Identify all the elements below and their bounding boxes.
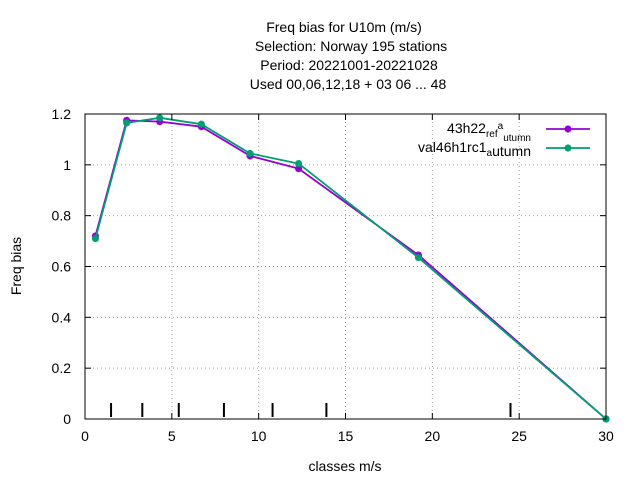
series-2-line (94, 116, 607, 420)
title-line-3: Period: 20221001-20221028 (260, 57, 438, 73)
series-2-point (414, 254, 422, 262)
legend-label-series-2-part-c: a (487, 148, 493, 159)
marker-d2 (198, 120, 205, 128)
class-marks (110, 403, 512, 417)
chart-title: Freq bias for U10m (m/s) Selection: Norw… (250, 19, 447, 92)
grid (85, 114, 606, 419)
y-tick-label: 0.4 (52, 309, 72, 325)
series-2-point (197, 120, 205, 128)
legend-label-series-2-part-a: val46h1rc1 (418, 139, 487, 155)
y-tick-label: 1.2 (52, 106, 72, 122)
series-2 (91, 114, 610, 423)
series-layer (91, 114, 610, 423)
x-tick-label: 5 (168, 428, 176, 444)
series-2-point (295, 160, 303, 168)
marker-d2 (564, 125, 572, 133)
marker-d2 (92, 235, 99, 242)
y-tick-label: 0.8 (52, 208, 72, 224)
legend-label-series-2-part-d: utumn (492, 143, 531, 159)
legend-label-series-1-part-c: a (498, 121, 504, 132)
x-tick-label: 15 (338, 428, 354, 444)
legend-swatches (546, 125, 590, 152)
x-tick-label: 25 (511, 428, 527, 444)
y-tick-label: 0 (63, 411, 71, 427)
series-1 (91, 116, 610, 423)
legend-swatch-marker-2 (564, 144, 572, 152)
x-tick-label: 30 (598, 428, 614, 444)
x-tick-label: 10 (251, 428, 267, 444)
x-tick-label: 0 (81, 428, 89, 444)
marker-d2 (246, 150, 254, 157)
x-axis-label: classes m/s (308, 458, 381, 474)
marker-d2 (295, 160, 302, 167)
y-tick-label: 1 (63, 157, 71, 173)
marker-d2 (156, 114, 163, 122)
series-2-point (91, 235, 99, 243)
legend-label-series-1-part-a: 43h22 (447, 120, 486, 136)
series-2-point (123, 119, 131, 127)
marker-d2 (415, 254, 422, 261)
series-1-line (94, 119, 607, 420)
marker-d2 (295, 165, 302, 172)
legend-label-series-1-part-b: ref (486, 129, 498, 140)
legend-label-series-1-part-d: utumn (503, 133, 531, 144)
legend: 43h22refautumn val46h1rc1autumn (418, 120, 590, 159)
legend-label-series-1: 43h22refautumn (447, 120, 531, 144)
marker-d2 (123, 119, 130, 127)
title-line-2: Selection: Norway 195 stations (255, 38, 447, 54)
y-tick-label: 0.2 (52, 360, 72, 376)
title-line-1: Freq bias for U10m (m/s) (266, 19, 422, 35)
y-axis-label: Freq bias (8, 237, 24, 295)
legend-swatch-marker-1 (564, 125, 572, 133)
series-2-point (156, 114, 164, 122)
marker-d2 (564, 144, 572, 152)
y-tick-label: 0.6 (52, 259, 72, 275)
x-tick-label: 20 (425, 428, 441, 444)
axis-ticks: 0 5 10 15 20 25 30 0 0.2 0.4 0.6 0.8 1 1.2 (52, 106, 614, 444)
legend-label-series-2: val46h1rc1autumn (418, 139, 531, 159)
series-2-point (246, 149, 254, 157)
title-line-4: Used 00,06,12,18 + 03 06 ... 48 (250, 76, 447, 92)
